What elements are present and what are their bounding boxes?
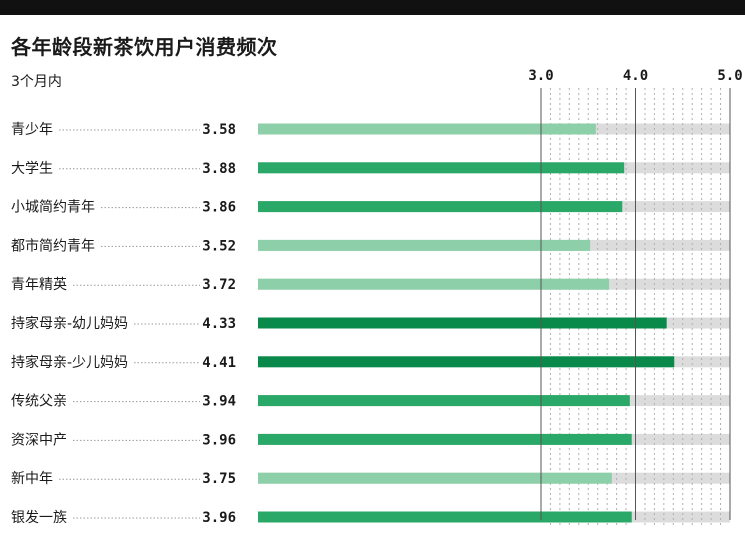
chart-title: 各年龄段新茶饮用户消费频次 — [11, 35, 278, 59]
category-label: 新中年 — [11, 471, 53, 487]
category-label: 都市简约青年 — [11, 237, 95, 254]
value-label: 3.58 — [202, 122, 236, 138]
bar — [258, 278, 610, 290]
value-label: 4.41 — [202, 355, 236, 371]
x-tick-label: 5.0 — [717, 68, 742, 84]
bar — [258, 239, 591, 251]
value-label: 3.88 — [202, 161, 236, 177]
value-label: 3.96 — [202, 432, 236, 448]
x-tick-label: 4.0 — [623, 68, 648, 84]
category-label: 持家母亲-幼儿妈妈 — [11, 315, 128, 332]
value-label: 3.52 — [202, 238, 236, 254]
category-label: 银发一族 — [11, 510, 67, 526]
bar — [258, 395, 630, 407]
value-label: 4.33 — [202, 316, 236, 332]
bar — [258, 511, 632, 523]
bar — [258, 356, 675, 368]
value-label: 3.96 — [202, 510, 236, 526]
bar — [258, 162, 625, 174]
category-label: 青少年 — [11, 122, 53, 138]
value-label: 3.75 — [202, 471, 236, 487]
top-bar — [0, 0, 745, 15]
category-label: 青年精英 — [11, 276, 67, 293]
value-label: 3.72 — [202, 277, 236, 293]
category-label: 大学生 — [11, 161, 53, 177]
value-label: 3.94 — [202, 394, 236, 410]
category-label: 持家母亲-少儿妈妈 — [11, 354, 128, 371]
category-label: 传统父亲 — [11, 394, 67, 410]
bar — [258, 201, 623, 213]
bar — [258, 472, 612, 484]
bar — [258, 317, 667, 329]
x-tick-label: 3.0 — [528, 68, 553, 84]
chart-subtitle: 3个月内 — [11, 74, 62, 90]
category-label: 资深中产 — [11, 432, 67, 448]
bar — [258, 123, 596, 135]
bar — [258, 433, 632, 445]
category-label: 小城简约青年 — [11, 199, 95, 216]
value-label: 3.86 — [202, 200, 236, 216]
